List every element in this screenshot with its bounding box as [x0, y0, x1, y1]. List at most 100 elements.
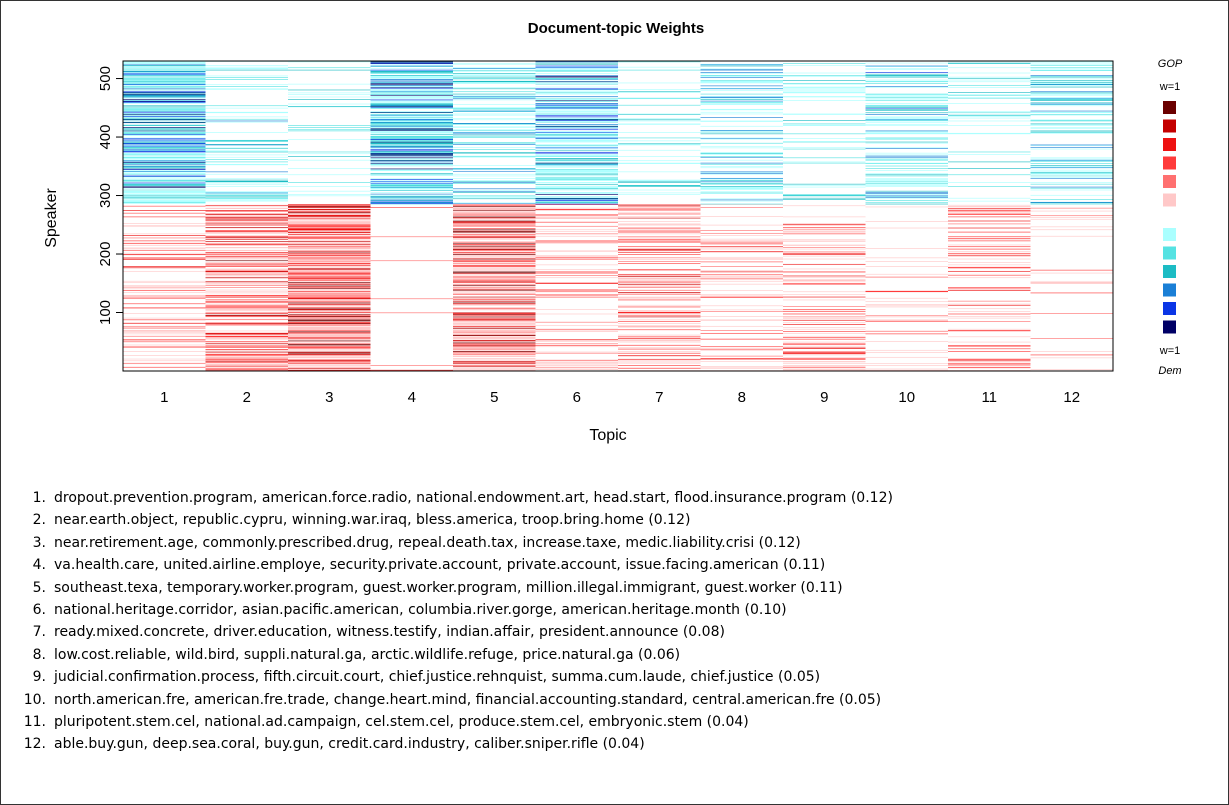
heatmap-cell [948, 300, 1031, 302]
heatmap-cell [783, 344, 866, 345]
heatmap-cell [535, 154, 618, 155]
heatmap-cell [205, 356, 288, 358]
heatmap-cell [370, 138, 453, 139]
heatmap-cell [1030, 91, 1113, 93]
heatmap-cell [453, 241, 536, 242]
heatmap-cell [123, 225, 206, 226]
heatmap-cell [948, 361, 1031, 363]
heatmap-cell [453, 107, 536, 109]
heatmap-cell [453, 212, 536, 214]
heatmap-cell [288, 96, 371, 98]
heatmap-cell [288, 214, 371, 216]
heatmap-cell [288, 265, 371, 266]
heatmap-cell [700, 203, 783, 205]
heatmap-cell [948, 316, 1031, 317]
heatmap-cell [205, 338, 288, 340]
heatmap-cell [370, 169, 453, 170]
heatmap-cell [205, 346, 288, 348]
heatmap-cell [618, 310, 701, 312]
heatmap-cell [535, 241, 618, 242]
heatmap-cell [370, 196, 453, 198]
heatmap-cell [618, 92, 701, 93]
heatmap-cell [123, 156, 206, 158]
topic-list-item: 10. north.american.fre, american.fre.trad… [22, 689, 893, 711]
heatmap-cell [865, 159, 948, 161]
heatmap-cell [288, 99, 371, 100]
heatmap-cell [618, 293, 701, 295]
heatmap-cell [535, 369, 618, 370]
heatmap-cell [123, 102, 206, 104]
heatmap-cell [453, 304, 536, 305]
heatmap-cell [370, 84, 453, 86]
heatmap-cell [535, 66, 618, 68]
heatmap-cell [453, 209, 536, 211]
heatmap-cell [453, 301, 536, 303]
heatmap-cell [700, 358, 783, 360]
heatmap-cell [205, 295, 288, 297]
heatmap-cell [288, 235, 371, 237]
heatmap-cell [370, 128, 453, 130]
heatmap-cell [948, 330, 1031, 331]
heatmap-cell [865, 341, 948, 342]
heatmap-cell [618, 239, 701, 241]
heatmap-cell [1030, 144, 1113, 146]
heatmap-cell [700, 246, 783, 248]
heatmap-cell [865, 120, 948, 121]
heatmap-cell [1030, 125, 1113, 126]
heatmap-cell [700, 319, 783, 321]
heatmap-cell [783, 253, 866, 255]
heatmap-cell [288, 127, 371, 128]
heatmap-cell [1030, 145, 1113, 146]
heatmap-cell [370, 141, 453, 142]
heatmap-cell [205, 236, 288, 238]
heatmap-cell [535, 73, 618, 74]
heatmap-cell [783, 283, 866, 285]
heatmap-cell [453, 232, 536, 234]
heatmap-cell [123, 112, 206, 114]
heatmap-cell [288, 272, 371, 273]
heatmap-cell [618, 278, 701, 280]
heatmap-cell [288, 355, 371, 356]
heatmap-cell [288, 218, 371, 220]
heatmap-cell [370, 62, 453, 64]
heatmap-cell [370, 154, 453, 156]
heatmap-cell [288, 351, 371, 352]
heatmap-cell [948, 208, 1031, 210]
heatmap-cell [700, 338, 783, 339]
heatmap-cell [948, 174, 1031, 176]
heatmap-cell [288, 343, 371, 345]
heatmap-cell [288, 360, 371, 362]
heatmap-cell [453, 137, 536, 138]
heatmap-cell [535, 100, 618, 101]
heatmap-cell [783, 65, 866, 66]
heatmap-cell [453, 165, 536, 166]
heatmap-cell [783, 232, 866, 234]
heatmap-cell [123, 135, 206, 136]
heatmap-cell [123, 113, 206, 114]
heatmap-cell [453, 104, 536, 105]
heatmap-cell [700, 305, 783, 307]
heatmap-cell [205, 235, 288, 236]
heatmap-cell [618, 269, 701, 270]
heatmap-cell [783, 291, 866, 293]
heatmap-cell [535, 118, 618, 119]
heatmap-cell [535, 79, 618, 80]
heatmap-cell [948, 244, 1031, 246]
heatmap-cell [370, 190, 453, 191]
heatmap-cell [948, 262, 1031, 263]
heatmap-cell [535, 231, 618, 232]
heatmap-cell [865, 107, 948, 109]
heatmap-cell [1030, 183, 1113, 185]
heatmap-cell [123, 166, 206, 167]
heatmap-cell [123, 202, 206, 204]
heatmap-cell [123, 286, 206, 288]
heatmap-cell [288, 330, 371, 331]
heatmap-cell [123, 340, 206, 342]
heatmap-cell [288, 257, 371, 259]
heatmap-cell [865, 97, 948, 98]
heatmap-cell [783, 369, 866, 370]
heatmap-cell [123, 178, 206, 180]
heatmap-cell [453, 173, 536, 175]
heatmap-cell [370, 98, 453, 100]
heatmap-cell [783, 75, 866, 76]
